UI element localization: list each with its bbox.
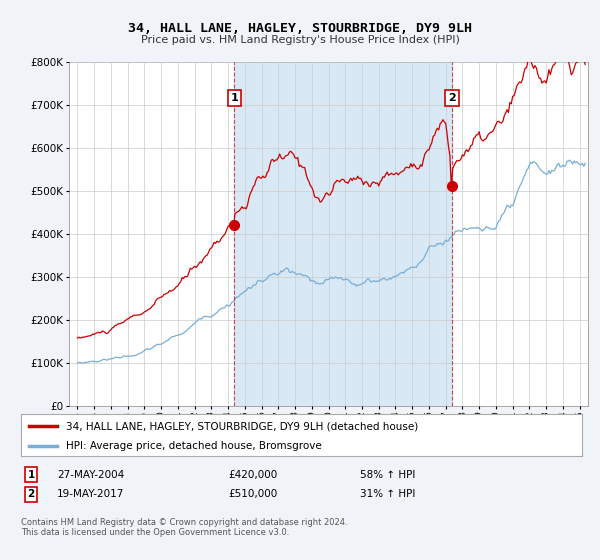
Text: 1: 1 (230, 93, 238, 103)
Text: 34, HALL LANE, HAGLEY, STOURBRIDGE, DY9 9LH: 34, HALL LANE, HAGLEY, STOURBRIDGE, DY9 … (128, 22, 472, 35)
Text: HPI: Average price, detached house, Bromsgrove: HPI: Average price, detached house, Brom… (66, 441, 322, 451)
Text: 34, HALL LANE, HAGLEY, STOURBRIDGE, DY9 9LH (detached house): 34, HALL LANE, HAGLEY, STOURBRIDGE, DY9 … (66, 421, 418, 431)
Text: 58% ↑ HPI: 58% ↑ HPI (360, 470, 415, 480)
Text: £420,000: £420,000 (228, 470, 277, 480)
Text: 1: 1 (28, 470, 35, 480)
Text: 27-MAY-2004: 27-MAY-2004 (57, 470, 124, 480)
Text: Contains HM Land Registry data © Crown copyright and database right 2024.
This d: Contains HM Land Registry data © Crown c… (21, 518, 347, 538)
Text: 31% ↑ HPI: 31% ↑ HPI (360, 489, 415, 500)
Text: £510,000: £510,000 (228, 489, 277, 500)
Text: Price paid vs. HM Land Registry's House Price Index (HPI): Price paid vs. HM Land Registry's House … (140, 35, 460, 45)
Bar (234, 62, 452, 406)
Text: 2: 2 (28, 489, 35, 500)
Text: 2: 2 (448, 93, 456, 103)
Text: 19-MAY-2017: 19-MAY-2017 (57, 489, 124, 500)
